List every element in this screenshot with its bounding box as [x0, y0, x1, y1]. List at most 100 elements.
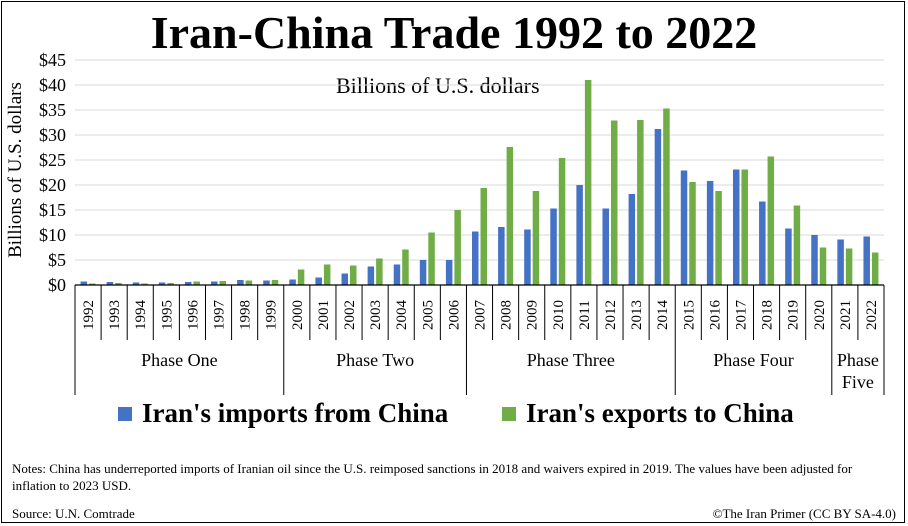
bar-imports [393, 264, 401, 285]
x-tick-label: 2008 [499, 300, 515, 330]
x-tick-label: 2022 [864, 300, 880, 330]
bar-imports [445, 260, 453, 285]
x-tick-label: 1992 [81, 300, 97, 330]
chart-title: Iran-China Trade 1992 to 2022 [150, 7, 758, 58]
x-tick-label: 2000 [290, 300, 306, 330]
chart-source: Source: U.N. Comtrade [12, 506, 135, 521]
phase-label: Phase One [141, 350, 217, 370]
phase-label: Phase Five [837, 350, 879, 392]
bar-exports [454, 210, 461, 285]
bar-imports [315, 277, 322, 285]
bar-exports [532, 191, 540, 285]
bar-imports [158, 282, 166, 285]
bar-exports [558, 158, 566, 285]
bar-imports [602, 208, 609, 285]
bar-imports [289, 279, 296, 285]
bar-imports [837, 239, 844, 285]
x-tick-label: 1995 [159, 300, 175, 330]
bar-exports [323, 264, 331, 285]
x-tick-label: 2011 [577, 300, 593, 329]
bar-imports [419, 260, 427, 285]
bar-exports [767, 156, 775, 285]
x-tick-label: 2016 [707, 300, 723, 331]
x-tick-label: 2005 [420, 300, 436, 330]
bar-imports [576, 185, 583, 285]
bar-exports [480, 188, 487, 285]
bar-exports [402, 249, 409, 285]
legend-item-imports: Iran's imports from China [118, 398, 448, 429]
bar-exports [350, 265, 357, 285]
bar-imports [237, 280, 244, 285]
phase-label: Phase Four [713, 350, 794, 370]
x-tick-label: 2013 [629, 300, 645, 330]
bar-imports [263, 280, 270, 285]
x-tick-label: 2009 [525, 300, 541, 330]
chart-notes: Notes: China has underreported imports o… [12, 461, 853, 493]
bar-imports [732, 169, 740, 285]
bar-exports [715, 191, 722, 285]
x-tick-label: 1996 [185, 300, 201, 331]
bar-exports [793, 205, 801, 285]
bar-exports [115, 283, 122, 285]
y-tick-label: $20 [39, 175, 66, 195]
x-tick-label: 1997 [212, 300, 228, 331]
x-tick-label: 2014 [655, 300, 671, 331]
bar-exports [219, 281, 227, 285]
x-tick-label: 1998 [238, 300, 254, 330]
x-tick-label: 2001 [316, 300, 332, 330]
bar-exports [376, 258, 383, 285]
y-tick-label: $40 [39, 75, 66, 95]
bar-imports [550, 208, 557, 285]
y-tick-label: $25 [39, 150, 66, 170]
legend: Iran's imports from China Iran's exports… [0, 398, 908, 434]
bar-exports [689, 182, 696, 285]
x-tick-label: 2015 [681, 300, 697, 330]
bar-imports [811, 235, 818, 285]
bar-imports [80, 281, 88, 285]
phase-label: Phase Three [527, 350, 615, 370]
y-tick-label: $35 [39, 100, 66, 120]
bar-imports [367, 266, 375, 285]
bar-exports [297, 269, 305, 285]
phase-label: Phase Two [336, 350, 414, 370]
bar-imports [498, 227, 505, 285]
bar-imports [863, 236, 870, 285]
legend-swatch-exports [502, 406, 516, 421]
bar-exports [167, 283, 174, 285]
bar-exports [637, 120, 644, 285]
bar-exports [741, 169, 748, 285]
bar-exports [193, 281, 200, 285]
bar-imports [341, 273, 349, 285]
x-tick-label: 2012 [603, 300, 619, 330]
bar-imports [106, 282, 114, 285]
bar-exports [584, 80, 592, 285]
bar-exports [506, 147, 514, 285]
y-tick-label: $45 [39, 50, 66, 70]
bar-exports [428, 232, 435, 285]
bar-imports [654, 129, 662, 285]
x-tick-label: 2018 [760, 300, 776, 330]
x-tick-label: 2002 [342, 300, 358, 330]
bar-imports [628, 194, 636, 285]
bar-imports [759, 201, 766, 285]
legend-item-exports: Iran's exports to China [502, 398, 794, 429]
bar-exports [663, 108, 670, 285]
bar-exports [610, 120, 618, 285]
bar-imports [706, 181, 714, 285]
bar-imports [472, 231, 479, 285]
bar-exports [845, 248, 853, 285]
y-tick-label: $15 [39, 200, 66, 220]
legend-label-imports: Iran's imports from China [142, 398, 449, 428]
x-tick-label: 2017 [733, 300, 749, 331]
bar-imports [184, 282, 192, 285]
bar-exports [141, 283, 148, 285]
bar-imports [211, 281, 218, 285]
x-tick-label: 2010 [551, 300, 567, 330]
x-tick-label: 2020 [812, 300, 828, 330]
x-tick-label: 2019 [786, 300, 802, 330]
bar-imports [132, 282, 140, 285]
y-tick-label: $30 [39, 125, 66, 145]
bar-imports [524, 229, 531, 285]
